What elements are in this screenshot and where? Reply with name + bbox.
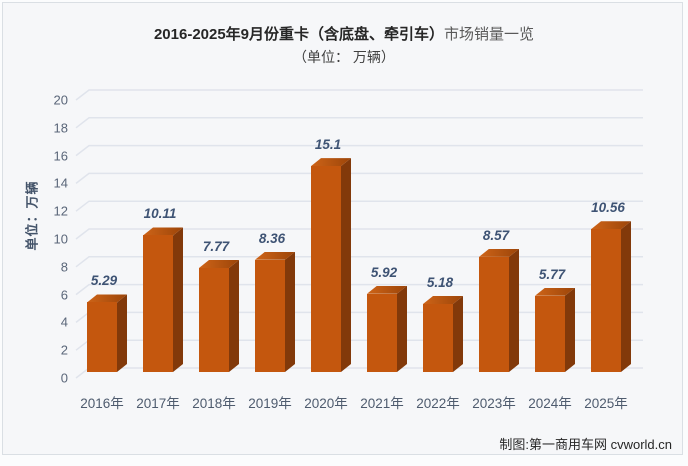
bar-top-face — [199, 259, 239, 268]
y-tick-label: 8 — [60, 259, 68, 275]
x-axis-label: 2019年 — [248, 396, 292, 411]
bar-value-label: 5.92 — [370, 264, 398, 280]
bar-value-label: 10.56 — [591, 200, 625, 216]
chart-title-rest: 市场销量一览 — [444, 26, 535, 43]
y-tick-label: 12 — [53, 203, 68, 219]
bar-side-face — [565, 288, 575, 372]
bar-2022年 — [423, 295, 463, 372]
bar-side-face — [341, 158, 351, 372]
bar-value-label: 5.77 — [538, 266, 566, 282]
bar-front-face — [535, 295, 565, 372]
bar-front-face — [591, 229, 621, 372]
credit-line: 制图:第一商用车网 cvworld.cn — [499, 437, 672, 452]
x-axis-label: 2024年 — [528, 396, 572, 411]
y-tick-label: 2 — [60, 342, 68, 358]
bar-front-face — [143, 235, 173, 372]
bar-value-label: 5.18 — [426, 274, 454, 290]
bar-top-face — [255, 251, 295, 260]
bar-2016年 — [87, 294, 127, 372]
bar-value-label: 10.11 — [143, 206, 177, 222]
bar-value-label: 8.36 — [258, 230, 286, 246]
bar-side-face — [621, 221, 631, 372]
y-tick-label: 18 — [53, 120, 68, 136]
bar-side-face — [173, 227, 183, 372]
bar-2018年 — [199, 259, 239, 372]
y-tick-label: 10 — [53, 231, 68, 247]
bar-front-face — [311, 166, 341, 372]
y-tick-label: 16 — [53, 148, 68, 164]
x-axis-label: 2020年 — [304, 396, 348, 411]
bar-side-face — [453, 296, 463, 372]
bar-top-face — [367, 285, 407, 294]
bar-front-face — [255, 259, 285, 372]
bar-value-label: 5.29 — [90, 273, 118, 289]
bar-2025年 — [591, 221, 631, 372]
bar-2020年 — [311, 158, 351, 372]
y-tick-label: 20 — [53, 92, 68, 108]
bar-side-face — [509, 249, 519, 372]
chart-title: 2016-2025年9月份重卡（含底盘、牵引车）市场销量一览 — [0, 24, 688, 46]
x-axis-label: 2025年 — [584, 396, 628, 411]
bar-2024年 — [535, 287, 575, 372]
bar-front-face — [199, 267, 229, 372]
bar-side-face — [229, 260, 239, 372]
x-axis-label: 2016年 — [80, 396, 124, 411]
y-tick-label: 4 — [60, 314, 68, 330]
bar-top-face — [591, 221, 631, 230]
x-axis-label: 2017年 — [136, 396, 180, 411]
bar-front-face — [367, 293, 397, 372]
y-tick-label: 6 — [60, 287, 68, 303]
bar-side-face — [397, 286, 407, 372]
y-tick-label: 0 — [60, 370, 68, 386]
x-axis-label: 2018年 — [192, 396, 236, 411]
bar-2019年 — [255, 251, 295, 372]
chart-title-block: 2016-2025年9月份重卡（含底盘、牵引车）市场销量一览 （单位： 万辆） — [0, 24, 688, 67]
bar-top-face — [87, 294, 127, 303]
bar-top-face — [479, 248, 519, 257]
bar-value-label: 7.77 — [202, 238, 230, 254]
x-axis-label: 2022年 — [416, 396, 460, 411]
bar-value-label: 8.57 — [482, 227, 510, 243]
bar-top-face — [143, 227, 183, 236]
bar-top-face — [311, 158, 351, 167]
chart-subtitle: （单位： 万辆） — [293, 48, 395, 65]
bar-top-face — [535, 287, 575, 296]
bar-front-face — [423, 303, 453, 372]
bar-top-face — [423, 295, 463, 304]
bar-2021年 — [367, 285, 407, 372]
bar-front-face — [479, 256, 509, 372]
x-axis-label: 2021年 — [360, 396, 404, 411]
bar-2017年 — [143, 227, 183, 372]
bar-side-face — [285, 252, 295, 372]
chart-title-bold: 2016-2025年9月份重卡（含底盘、牵引车） — [153, 26, 445, 43]
bar-front-face — [87, 302, 117, 372]
x-axis-label: 2023年 — [472, 396, 516, 411]
bar-side-face — [117, 294, 127, 372]
bar-2023年 — [479, 248, 519, 372]
y-tick-label: 14 — [53, 175, 68, 191]
bar-value-label: 15.1 — [314, 137, 342, 153]
